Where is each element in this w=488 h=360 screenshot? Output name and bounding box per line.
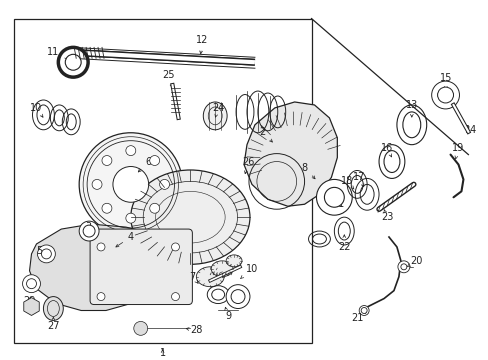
Text: 4: 4	[116, 232, 134, 247]
Text: 8: 8	[301, 162, 314, 179]
Circle shape	[38, 245, 55, 263]
Circle shape	[65, 54, 81, 70]
Circle shape	[397, 261, 409, 273]
Circle shape	[361, 307, 366, 314]
Text: 27: 27	[47, 317, 60, 332]
Circle shape	[125, 213, 136, 223]
Text: 25: 25	[162, 70, 174, 87]
Text: 10: 10	[30, 103, 43, 117]
Circle shape	[26, 279, 37, 289]
Text: 16: 16	[380, 143, 392, 157]
Ellipse shape	[203, 102, 226, 130]
Circle shape	[41, 249, 51, 259]
Text: 5: 5	[36, 246, 45, 256]
Circle shape	[231, 290, 244, 303]
Polygon shape	[24, 298, 39, 315]
Circle shape	[431, 81, 459, 109]
Text: 2: 2	[259, 127, 272, 142]
Circle shape	[79, 221, 99, 241]
Circle shape	[324, 187, 344, 207]
Text: 26: 26	[241, 157, 254, 174]
Text: 10: 10	[240, 264, 258, 278]
Circle shape	[125, 146, 136, 156]
Circle shape	[437, 87, 452, 103]
Text: 20: 20	[407, 256, 422, 266]
Ellipse shape	[225, 255, 242, 267]
Text: 3: 3	[85, 222, 91, 232]
Text: 9: 9	[224, 307, 231, 321]
Text: 13: 13	[405, 100, 417, 117]
Circle shape	[102, 203, 112, 213]
Text: 7: 7	[189, 272, 198, 284]
Circle shape	[113, 167, 148, 202]
Circle shape	[102, 156, 112, 166]
Ellipse shape	[131, 170, 249, 264]
Circle shape	[159, 179, 169, 189]
Text: 22: 22	[337, 235, 350, 252]
Text: 29: 29	[23, 296, 36, 306]
Text: 17: 17	[352, 172, 365, 187]
Circle shape	[22, 275, 41, 293]
FancyBboxPatch shape	[90, 229, 192, 305]
Text: 24: 24	[212, 103, 224, 117]
Polygon shape	[244, 102, 337, 206]
Circle shape	[171, 243, 179, 251]
Text: 18: 18	[341, 176, 353, 189]
Text: 12: 12	[196, 35, 208, 54]
Text: 23: 23	[380, 210, 392, 222]
Text: 11: 11	[47, 47, 70, 61]
Text: 14: 14	[464, 125, 477, 135]
Circle shape	[225, 285, 249, 309]
Text: 6: 6	[138, 157, 151, 172]
Text: 19: 19	[451, 143, 464, 159]
Text: 1: 1	[159, 348, 165, 358]
Circle shape	[171, 293, 179, 301]
Text: 11: 11	[332, 195, 345, 209]
Ellipse shape	[43, 297, 63, 320]
Circle shape	[97, 293, 105, 301]
Text: 15: 15	[440, 73, 452, 89]
Circle shape	[79, 133, 182, 236]
Ellipse shape	[196, 267, 224, 287]
Circle shape	[149, 156, 159, 166]
Circle shape	[92, 179, 102, 189]
Circle shape	[316, 179, 351, 215]
Circle shape	[359, 306, 368, 315]
Circle shape	[97, 243, 105, 251]
Circle shape	[400, 264, 406, 270]
Circle shape	[134, 321, 147, 335]
Circle shape	[83, 225, 95, 237]
Text: 21: 21	[350, 311, 366, 323]
Text: 28: 28	[186, 325, 202, 336]
Circle shape	[149, 203, 159, 213]
Polygon shape	[29, 224, 165, 310]
Circle shape	[58, 48, 88, 77]
Ellipse shape	[211, 261, 233, 277]
